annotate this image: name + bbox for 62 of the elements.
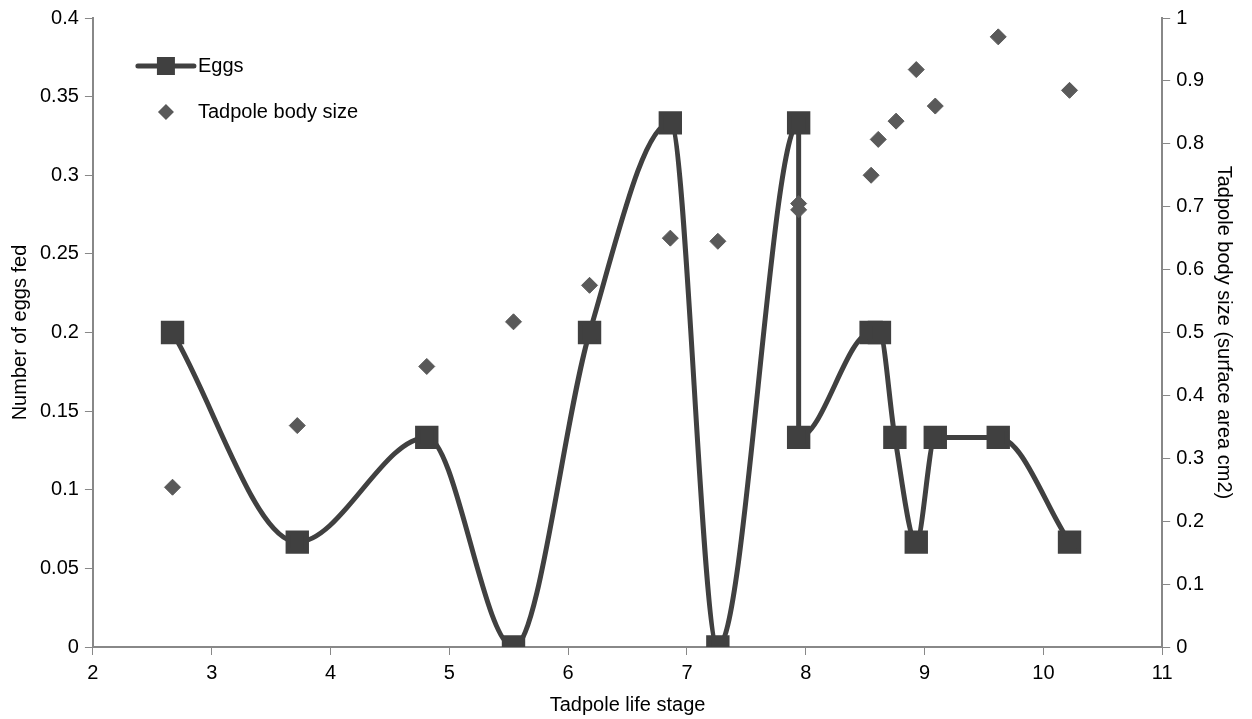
point xyxy=(709,232,727,250)
point xyxy=(581,276,599,294)
point xyxy=(869,130,887,148)
y-tick-label: 0.35 xyxy=(39,84,79,107)
point xyxy=(989,28,1007,46)
x-tick-label: 11 xyxy=(1151,660,1173,683)
point xyxy=(505,313,523,331)
point xyxy=(986,425,1010,450)
legend-label: Tadpole body size xyxy=(197,99,359,122)
y2-tick-label: 0.1 xyxy=(1176,571,1205,594)
point xyxy=(164,478,182,496)
y2-axis-title: Tadpole body size (surface area cm2) xyxy=(1214,165,1237,500)
x-tick-label: 3 xyxy=(206,660,218,683)
point xyxy=(415,425,439,450)
y-axis-title: Number of eggs fed xyxy=(7,244,30,421)
point xyxy=(160,320,185,345)
point xyxy=(418,357,436,375)
y-tick-label: 0.3 xyxy=(51,162,79,185)
point xyxy=(883,425,907,450)
point xyxy=(867,320,892,345)
x-tick-label: 9 xyxy=(919,660,931,683)
y2-tick-label: 0.7 xyxy=(1176,194,1205,217)
point xyxy=(786,111,811,135)
point xyxy=(786,425,811,450)
y2-tick-label: 1 xyxy=(1176,5,1188,28)
point xyxy=(285,530,309,554)
y-tick-label: 0.05 xyxy=(39,555,79,578)
legend-label: Eggs xyxy=(197,53,244,76)
x-axis-title: Tadpole life stage xyxy=(549,692,706,715)
point xyxy=(658,111,683,135)
y2-tick-label: 0.5 xyxy=(1176,320,1205,343)
point xyxy=(926,97,944,115)
y-tick-label: 0 xyxy=(67,634,79,657)
y-tick-label: 0.25 xyxy=(39,241,79,264)
x-tick-label: 2 xyxy=(87,660,99,683)
y2-tick-label: 0.2 xyxy=(1176,508,1205,531)
point xyxy=(1061,81,1079,99)
y2-tick-label: 0.3 xyxy=(1176,445,1205,468)
y2-tick-label: 0 xyxy=(1176,634,1188,657)
point xyxy=(862,166,880,184)
x-tick-label: 4 xyxy=(324,660,337,683)
y-tick-label: 0.2 xyxy=(51,320,79,343)
y2-tick-label: 0.9 xyxy=(1176,68,1205,91)
x-tick-label: 10 xyxy=(1032,660,1055,683)
point xyxy=(577,320,602,345)
point xyxy=(887,112,905,130)
point xyxy=(907,61,925,79)
x-tick-label: 6 xyxy=(562,660,574,683)
point xyxy=(1057,530,1082,554)
x-tick-label: 8 xyxy=(800,660,812,683)
y2-tick-label: 0.8 xyxy=(1176,131,1205,154)
y-tick-label: 0.15 xyxy=(39,398,79,421)
y2-tick-label: 0.6 xyxy=(1176,257,1205,280)
y-tick-label: 0.1 xyxy=(51,477,79,500)
point xyxy=(661,229,679,247)
y-tick-label: 0.4 xyxy=(51,5,79,28)
point xyxy=(288,417,306,435)
x-tick-label: 7 xyxy=(681,660,693,683)
point xyxy=(923,425,947,450)
y2-tick-label: 0.4 xyxy=(1176,382,1205,405)
x-tick-label: 5 xyxy=(443,660,455,683)
point xyxy=(904,530,928,554)
